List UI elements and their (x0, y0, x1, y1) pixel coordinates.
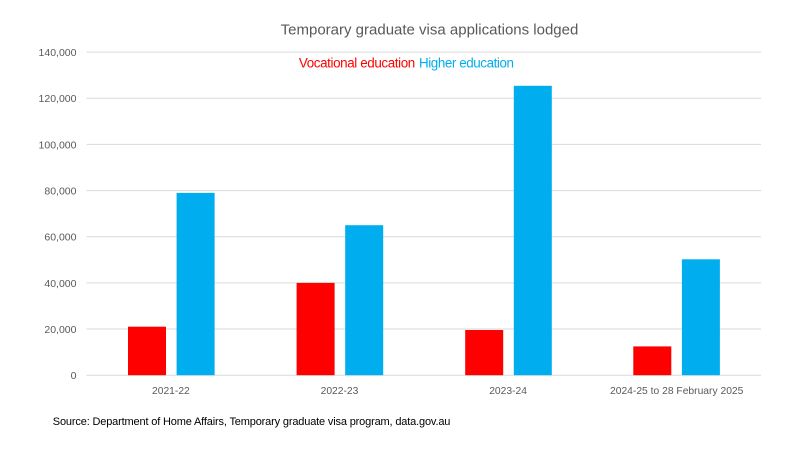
svg-text:Vocational education: Vocational education (299, 56, 415, 71)
svg-text:0: 0 (71, 370, 77, 382)
svg-text:140,000: 140,000 (39, 47, 77, 59)
svg-text:2021-22: 2021-22 (152, 386, 190, 397)
svg-text:2022-23: 2022-23 (321, 386, 359, 397)
svg-text:40,000: 40,000 (44, 278, 76, 290)
svg-text:Source: Department of Home Aff: Source: Department of Home Affairs, Temp… (53, 416, 451, 428)
svg-text:120,000: 120,000 (39, 93, 77, 105)
svg-text:Higher education: Higher education (419, 56, 514, 71)
svg-text:20,000: 20,000 (44, 324, 76, 336)
svg-text:80,000: 80,000 (44, 186, 76, 198)
svg-text:Temporary graduate visa applic: Temporary graduate visa applications lod… (281, 22, 579, 39)
svg-text:100,000: 100,000 (39, 139, 77, 151)
svg-text:2024-25 to 28 February 2025: 2024-25 to 28 February 2025 (610, 386, 744, 397)
svg-text:2023-24: 2023-24 (489, 386, 527, 397)
svg-text:60,000: 60,000 (44, 232, 76, 244)
